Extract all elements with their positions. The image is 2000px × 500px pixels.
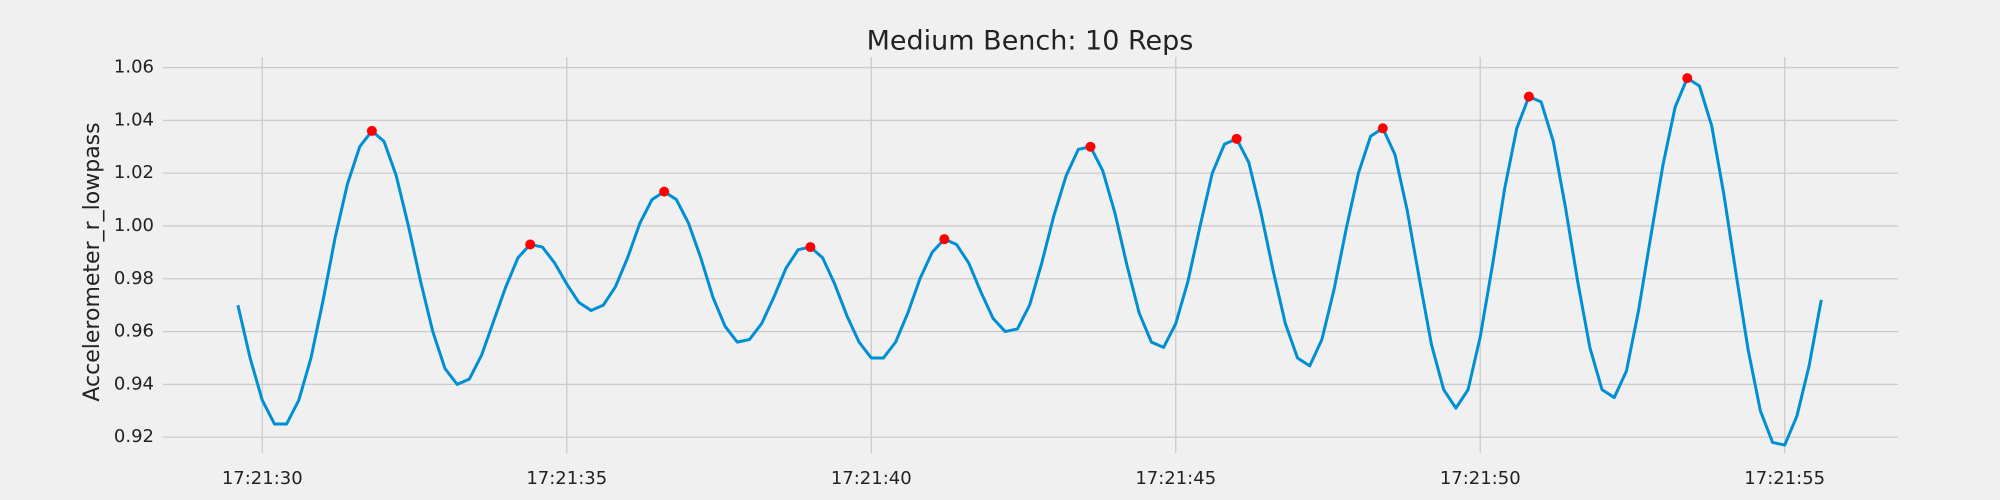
peak-marker — [1085, 141, 1096, 152]
x-tick-label: 17:21:45 — [1135, 468, 1216, 489]
peak-marker — [1231, 133, 1242, 144]
x-tick-label: 17:21:35 — [526, 468, 607, 489]
peak-marker — [1377, 123, 1388, 134]
y-tick-label: 1.00 — [114, 215, 154, 236]
x-tick-label: 17:21:55 — [1744, 468, 1825, 489]
chart-title: Medium Bench: 10 Reps — [867, 26, 1194, 57]
x-tick-label: 17:21:30 — [222, 468, 303, 489]
peak-marker — [1682, 73, 1693, 84]
peak-marker — [659, 186, 670, 197]
y-tick-label: 0.94 — [114, 373, 154, 394]
y-tick-label: 0.98 — [114, 268, 154, 289]
peak-marker — [525, 239, 536, 250]
y-tick-label: 1.02 — [114, 162, 154, 183]
y-axis-label: Accelerometer_r_lowpass — [80, 122, 105, 401]
peak-marker — [366, 125, 377, 136]
y-tick-label: 0.92 — [114, 426, 154, 447]
y-tick-label: 0.96 — [114, 321, 154, 342]
y-tick-label: 1.04 — [114, 109, 154, 130]
x-tick-label: 17:21:50 — [1440, 468, 1521, 489]
peak-marker — [805, 242, 816, 253]
data-line — [236, 76, 1823, 447]
x-tick-label: 17:21:40 — [831, 468, 912, 489]
peak-marker — [1523, 91, 1534, 102]
peak-marker — [939, 234, 950, 245]
y-tick-label: 1.06 — [114, 57, 154, 78]
